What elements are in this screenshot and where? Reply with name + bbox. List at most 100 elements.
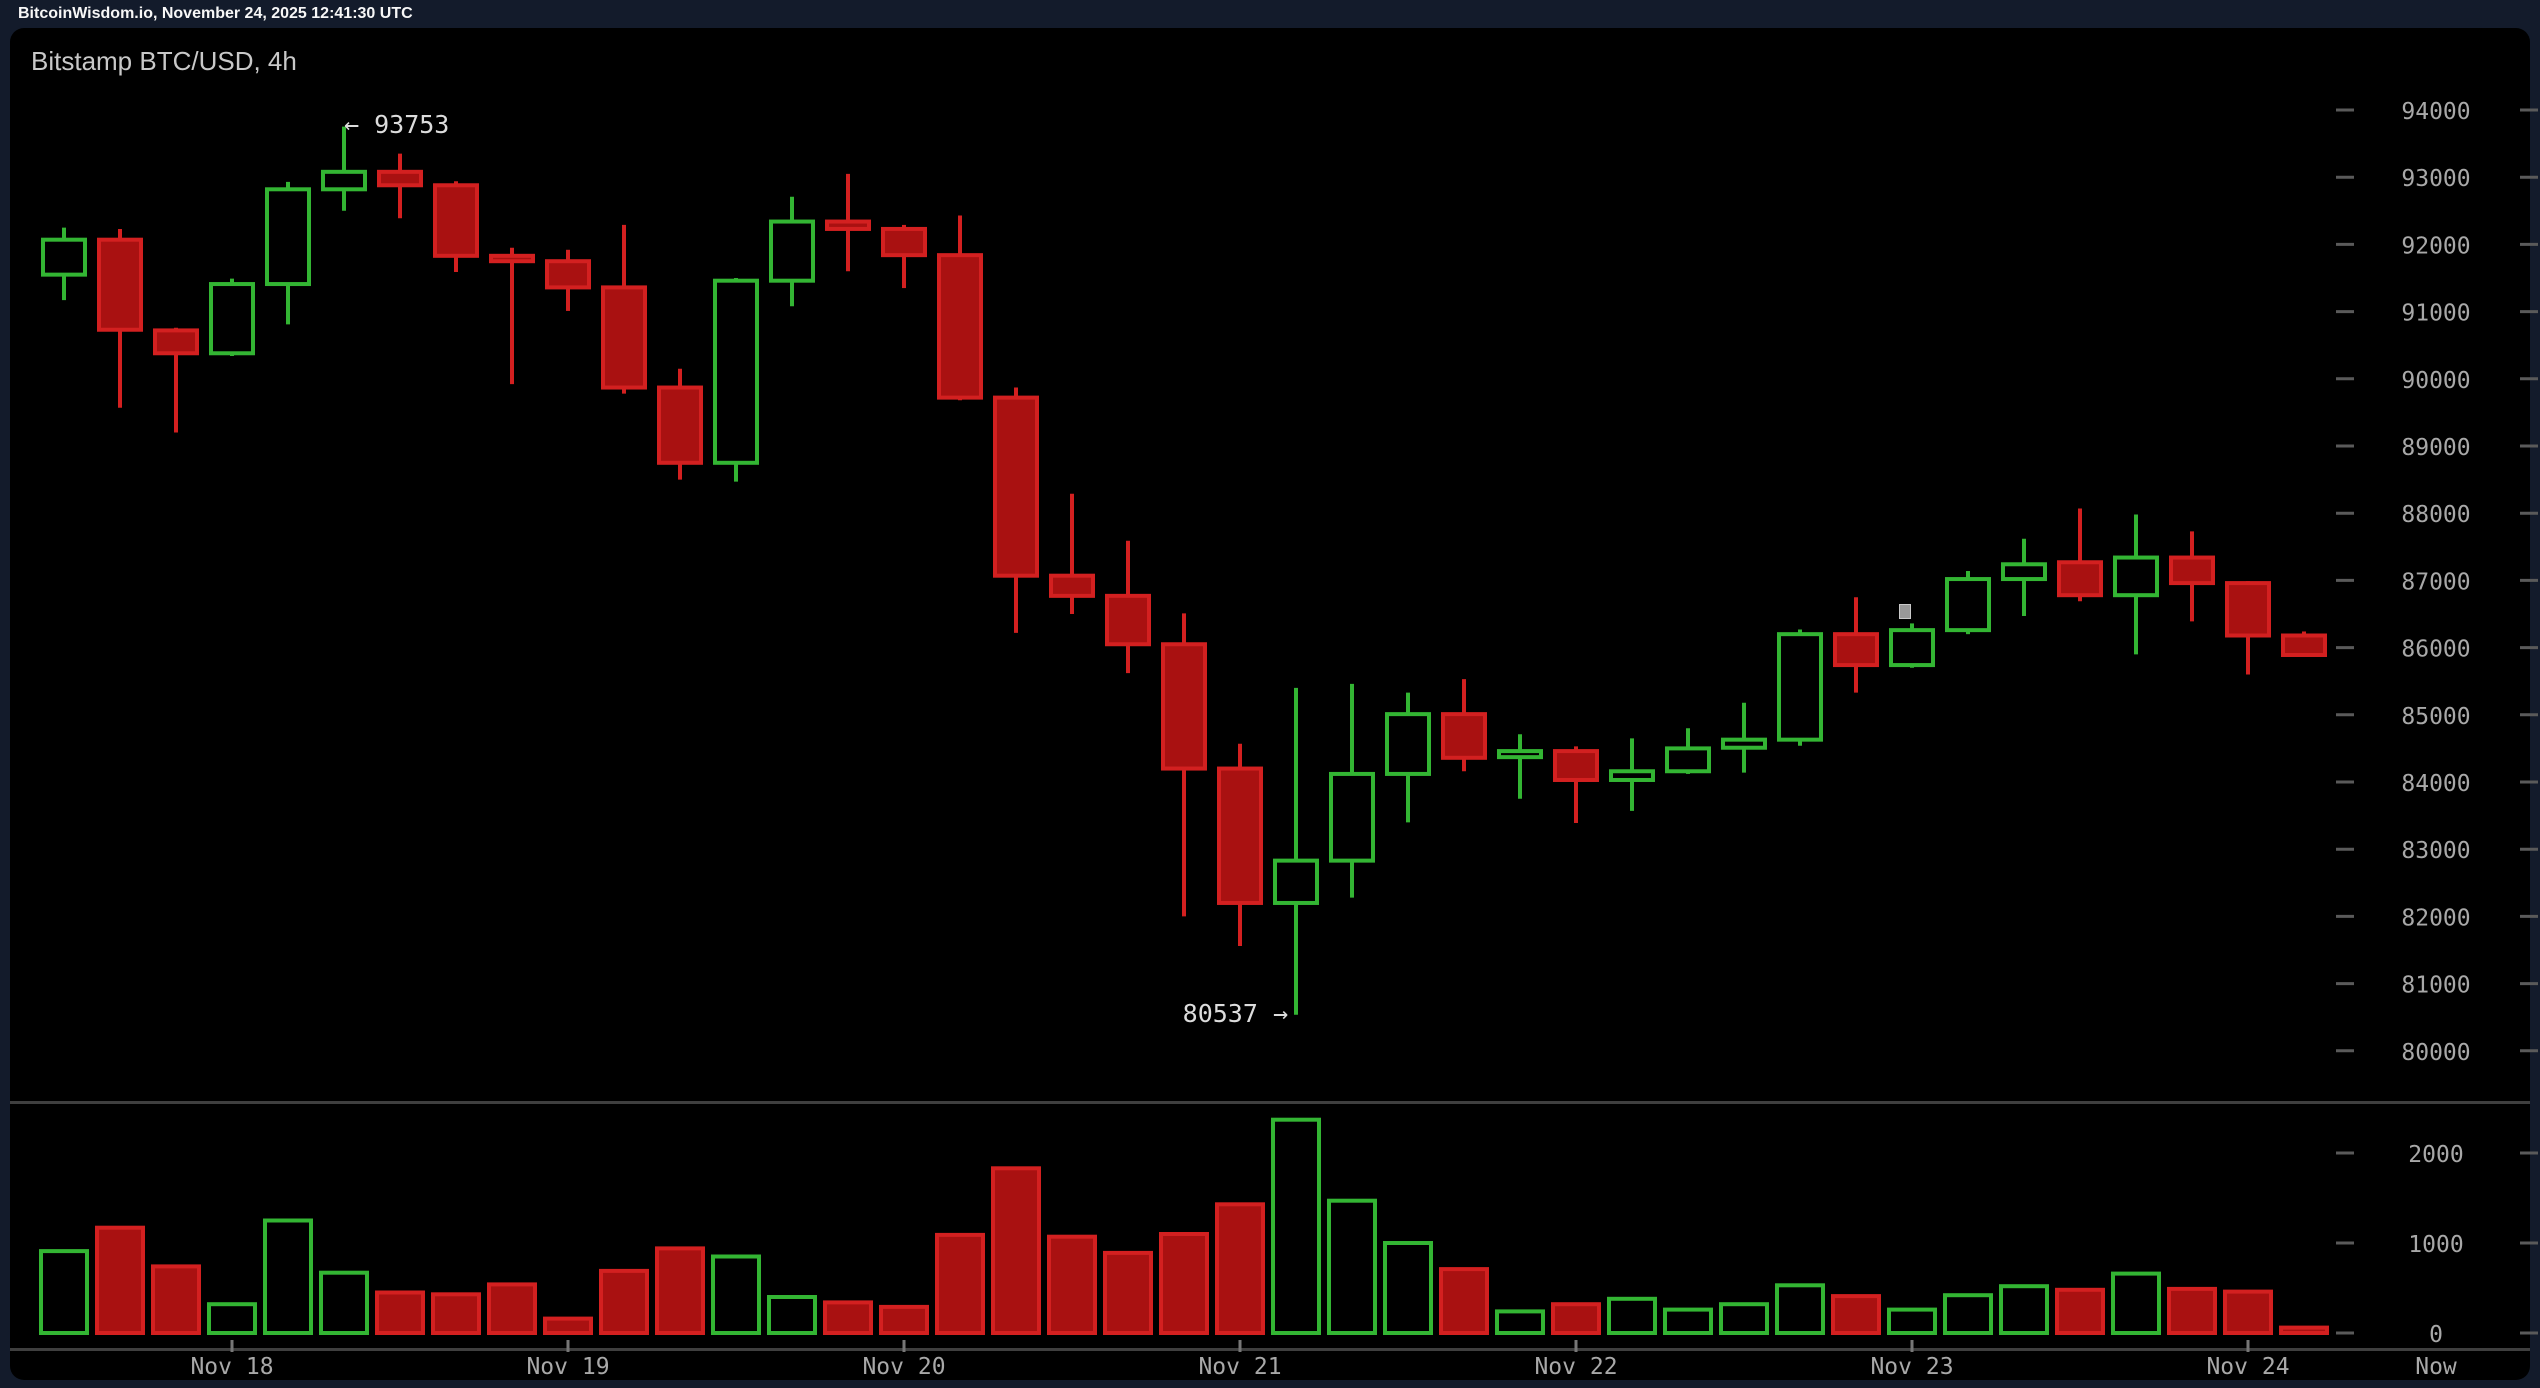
volume-bar [823,1300,873,1336]
price-tick-label: 92000 [2401,233,2470,259]
price-tick-label: 88000 [2401,502,2470,528]
date-axis: Nov 18 Nov 19 Nov 20 Nov 21 Nov 22 Nov 23 Nov … [190,1340,2457,1380]
volume-bar [1775,1283,1825,1336]
volume-bar [1943,1293,1993,1335]
candle [2169,531,2215,622]
volume-bar [487,1282,537,1336]
price-axis: 94000 93000 92000 91000 90000 89000 88000 87000… [2336,99,2538,1066]
candle [825,173,871,272]
candle [769,196,815,307]
price-tick-label: 80000 [2401,1040,2470,1066]
candle [713,278,759,482]
volume-bar [543,1316,593,1335]
candle [209,278,255,356]
volume-bar [1495,1309,1545,1336]
volume-bar [879,1304,929,1336]
volume-bar [319,1270,369,1335]
header-title: BitcoinWisdom.io, November 24, 2025 12:4… [18,5,413,22]
price-tick-label: 93000 [2401,166,2470,192]
candle [657,368,703,480]
volume-bar [599,1268,649,1336]
volume-bar [2055,1287,2105,1336]
volume-bar [1383,1241,1433,1335]
candle [489,247,535,385]
price-tick-label: 90000 [2401,368,2470,394]
price-tick-label: 89000 [2401,435,2470,461]
candle [2001,538,2047,617]
mouse-cursor [1899,604,1911,619]
price-tick-label: 82000 [2401,905,2470,931]
volume-bar [1159,1232,1209,1335]
candle [1889,623,1935,668]
candle [1273,687,1319,1015]
candle [377,153,423,219]
candle [1105,540,1151,674]
price-tick-label: 86000 [2401,637,2470,663]
volume-tick-label: 2000 [2408,1142,2463,1168]
volume-bar [1887,1307,1937,1335]
volume-bar [95,1225,145,1335]
volume-bar [431,1292,481,1336]
volume-bar [1271,1117,1321,1335]
volume-layer [39,1117,2329,1336]
price-tick-label: 85000 [2401,704,2470,730]
candle [2057,508,2103,602]
candle [1441,679,1487,772]
volume-axis: 2000 1000 0 [2336,1142,2538,1348]
volume-bar [2223,1289,2273,1335]
candle [937,215,983,401]
volume-bar [991,1166,1041,1336]
candle [1945,570,1991,635]
volume-bar [2111,1271,2161,1335]
low-price-annotation: 80537 → [1182,999,1288,1028]
volume-bar [935,1232,985,1336]
candle [1609,738,1655,811]
volume-bar [2167,1286,2217,1336]
price-tick-label: 94000 [2401,99,2470,125]
candle [2113,514,2159,655]
volume-bar [1663,1307,1713,1335]
date-tick-label: Nov 23 [1870,1354,1953,1380]
high-price-annotation: ← 93753 [344,110,450,139]
date-tick-label: Nov 22 [1534,1354,1617,1380]
candles-layer [41,126,2327,1015]
volume-bar [1719,1302,1769,1335]
price-tick-label: 81000 [2401,973,2470,999]
chart-title: Bitstamp BTC/USD, 4h [31,46,297,76]
volume-bar [1103,1250,1153,1336]
candle [1497,734,1543,799]
volume-bar [655,1246,705,1336]
candle [1833,597,1879,693]
volume-tick-label: 0 [2429,1322,2443,1348]
volume-bar [39,1249,89,1335]
price-tick-label: 84000 [2401,771,2470,797]
candle [153,327,199,433]
candle [41,227,87,301]
price-tick-label: 87000 [2401,569,2470,595]
volume-bar [1551,1302,1601,1335]
volume-tick-label: 1000 [2408,1232,2463,1258]
candle [1161,613,1207,917]
candle [1329,683,1375,898]
candle [1665,728,1711,774]
price-tick-label: 91000 [2401,301,2470,327]
candle [1049,493,1095,614]
date-tick-label: Nov 19 [526,1354,609,1380]
volume-bar [711,1254,761,1335]
volume-bar [767,1295,817,1335]
date-tick-label: Nov 18 [190,1354,273,1380]
candle [433,181,479,272]
volume-bar [1327,1198,1377,1335]
candle [545,249,591,311]
volume-bar [263,1218,313,1335]
volume-bar [375,1290,425,1335]
candle [265,181,311,325]
chart-panel [10,28,2530,1380]
candle [2225,581,2271,675]
header-bar: BitcoinWisdom.io, November 24, 2025 12:4… [0,0,2540,28]
pane-separators [10,1101,2530,1351]
date-tick-label: Nov 20 [862,1354,945,1380]
volume-bar [1607,1296,1657,1336]
volume-bar [1215,1202,1265,1336]
